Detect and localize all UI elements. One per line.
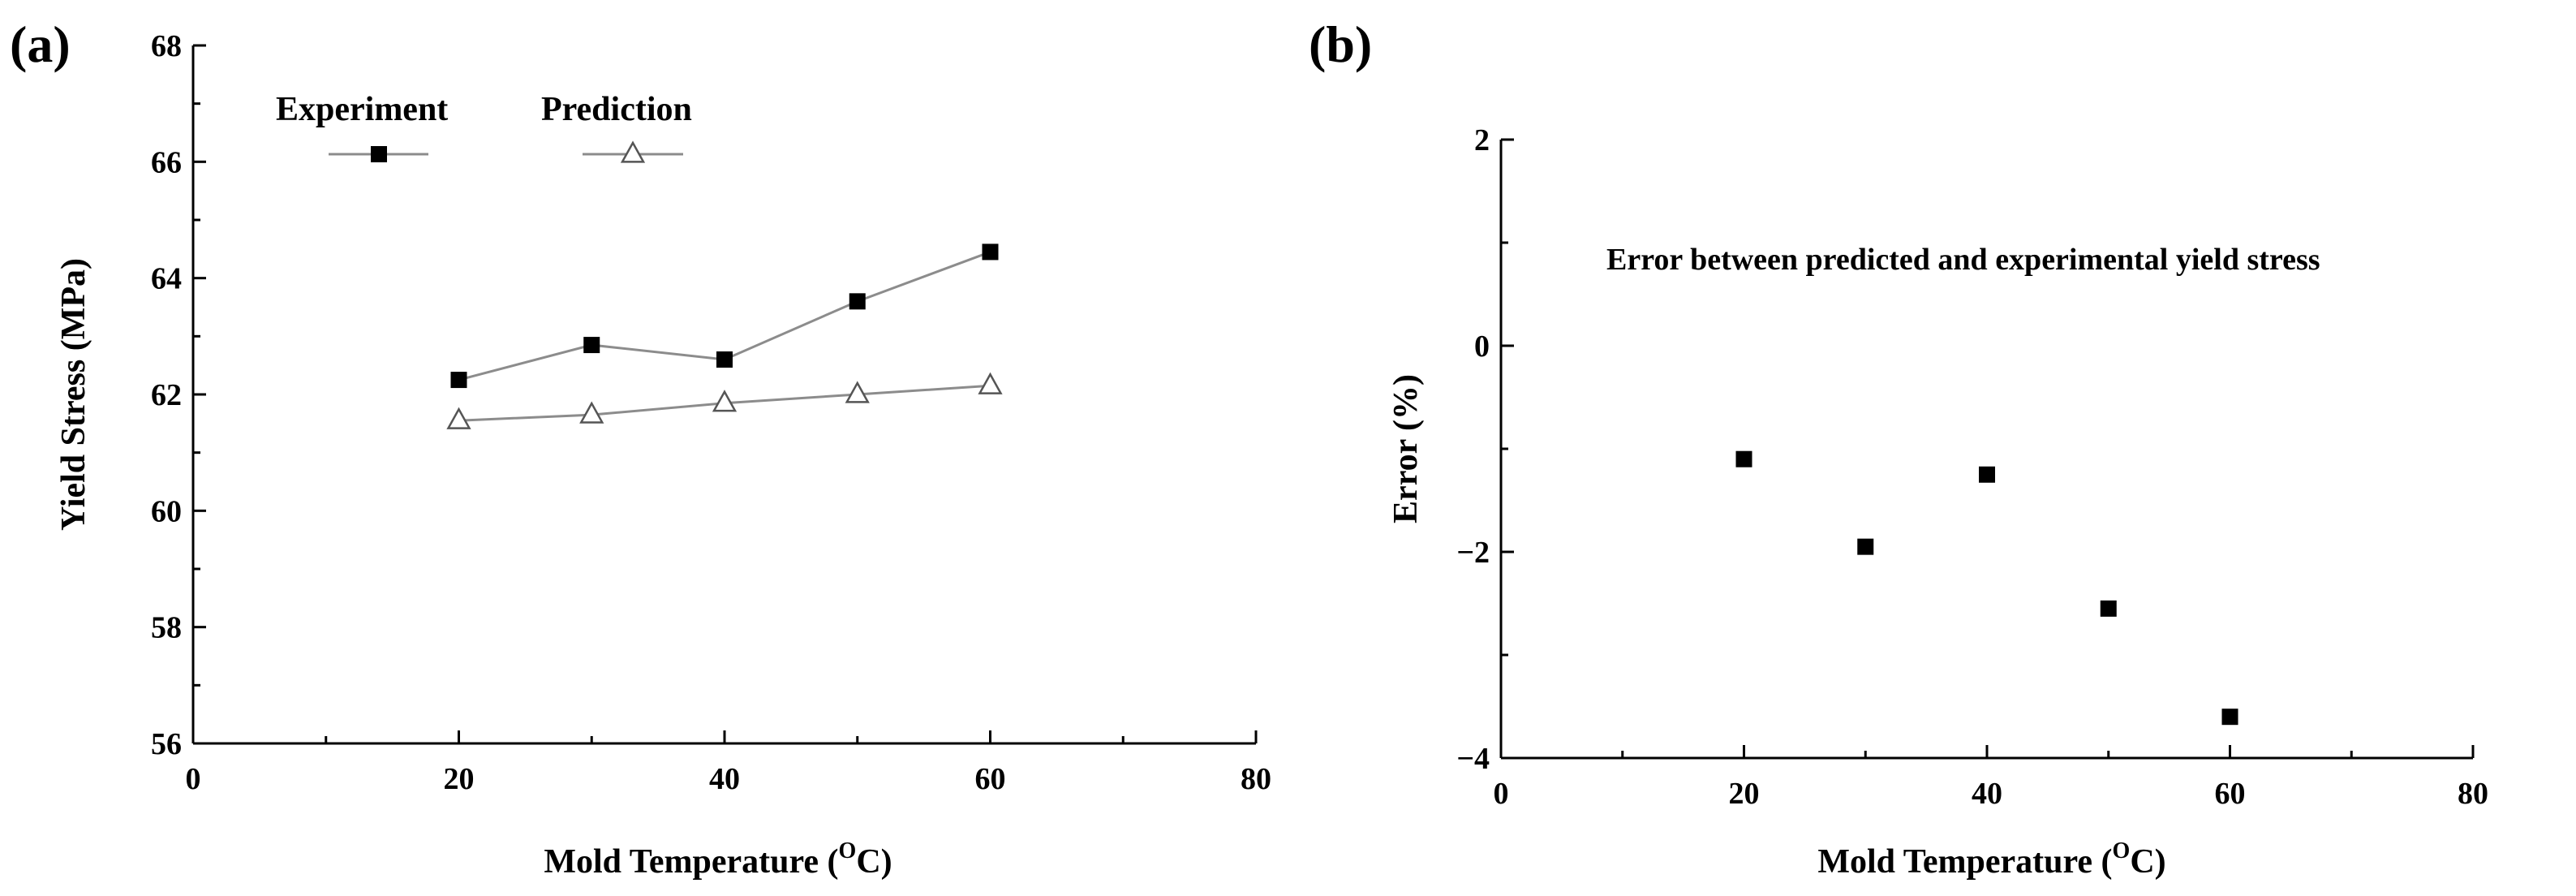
panel-a-legend: Experiment Prediction <box>276 91 692 163</box>
panel-a-y-tick-label: 60 <box>151 494 182 528</box>
panel-b-y-axis-title: Error (%) <box>1387 374 1425 523</box>
legend-prediction-label: Prediction <box>541 91 692 128</box>
panel-b-x-tick-label: 0 <box>1494 777 1509 811</box>
panel-b-x-tick-label: 40 <box>1972 777 2002 811</box>
panel-b-label: (b) <box>1309 15 1372 73</box>
panel-a-y-tick-label: 58 <box>151 611 182 645</box>
data-point-error <box>2221 709 2238 726</box>
panel-a: (a) 0 20 40 60 80 56 58 60 62 64 66 68 Yield Stress… <box>10 15 1271 881</box>
legend-experiment-label: Experiment <box>276 91 448 128</box>
data-point-prediction <box>845 381 870 403</box>
panel-a-x-tick-label: 40 <box>709 762 740 796</box>
data-point-experiment <box>450 372 467 389</box>
data-point-experiment <box>716 351 733 368</box>
panel-b-x-tick-label: 60 <box>2215 777 2246 811</box>
panel-a-y-tick-label: 64 <box>151 262 182 296</box>
panel-a-x-tick-label: 20 <box>444 762 475 796</box>
panel-a-y-tick-label: 62 <box>151 378 182 412</box>
panel-a-x-tick-label: 80 <box>1241 762 1271 796</box>
panel-a-x-tick-label: 0 <box>186 762 201 796</box>
panel-a-y-tick-label: 56 <box>151 727 182 761</box>
data-point-error <box>1979 466 1995 483</box>
data-point-prediction <box>579 401 604 424</box>
data-point-experiment <box>583 337 600 354</box>
data-point-prediction <box>712 390 738 412</box>
data-point-error <box>1735 450 1752 467</box>
panel-b-annotation: Error between predicted and experimental… <box>1606 243 2320 277</box>
data-point-error <box>2100 600 2117 617</box>
panel-b-y-tick-label: −4 <box>1456 742 1490 776</box>
panel-a-y-tick-label: 66 <box>151 145 182 179</box>
panel-b-x-axis-title: Mold Temperature (OC) <box>1817 838 2165 881</box>
panel-b-y-tick-label: 0 <box>1474 330 1490 364</box>
panel-b-y-tick-label: 2 <box>1474 123 1490 157</box>
panel-a-y-axis-title: Yield Stress (MPa) <box>55 258 92 531</box>
panel-b: (b) 0 20 40 60 80 −4 −2 0 2 Error (%) Mold Tempe… <box>1309 15 2488 881</box>
panel-b-x-tick-label: 80 <box>2458 777 2488 811</box>
data-point-prediction <box>978 372 1003 394</box>
data-point-error <box>1857 538 1874 555</box>
data-point-experiment <box>982 243 999 261</box>
panel-b-x-tick-label: 20 <box>1729 777 1760 811</box>
legend-experiment-marker <box>371 146 387 162</box>
panel-a-label: (a) <box>10 15 71 73</box>
panel-b-y-tick-label: −2 <box>1456 536 1490 570</box>
data-point-experiment <box>849 293 866 310</box>
legend-prediction-marker <box>620 140 646 163</box>
data-point-prediction <box>446 407 471 429</box>
panel-a-y-tick-label: 68 <box>151 29 182 63</box>
panel-a-x-axis-title: Mold Temperature (OC) <box>544 838 892 881</box>
panel-b-plot-area: 0 20 40 60 80 −4 −2 0 2 <box>1456 123 2488 811</box>
panel-a-x-tick-label: 60 <box>975 762 1006 796</box>
panel-a-plot-area: 0 20 40 60 80 56 58 60 62 64 66 68 <box>151 29 1271 796</box>
